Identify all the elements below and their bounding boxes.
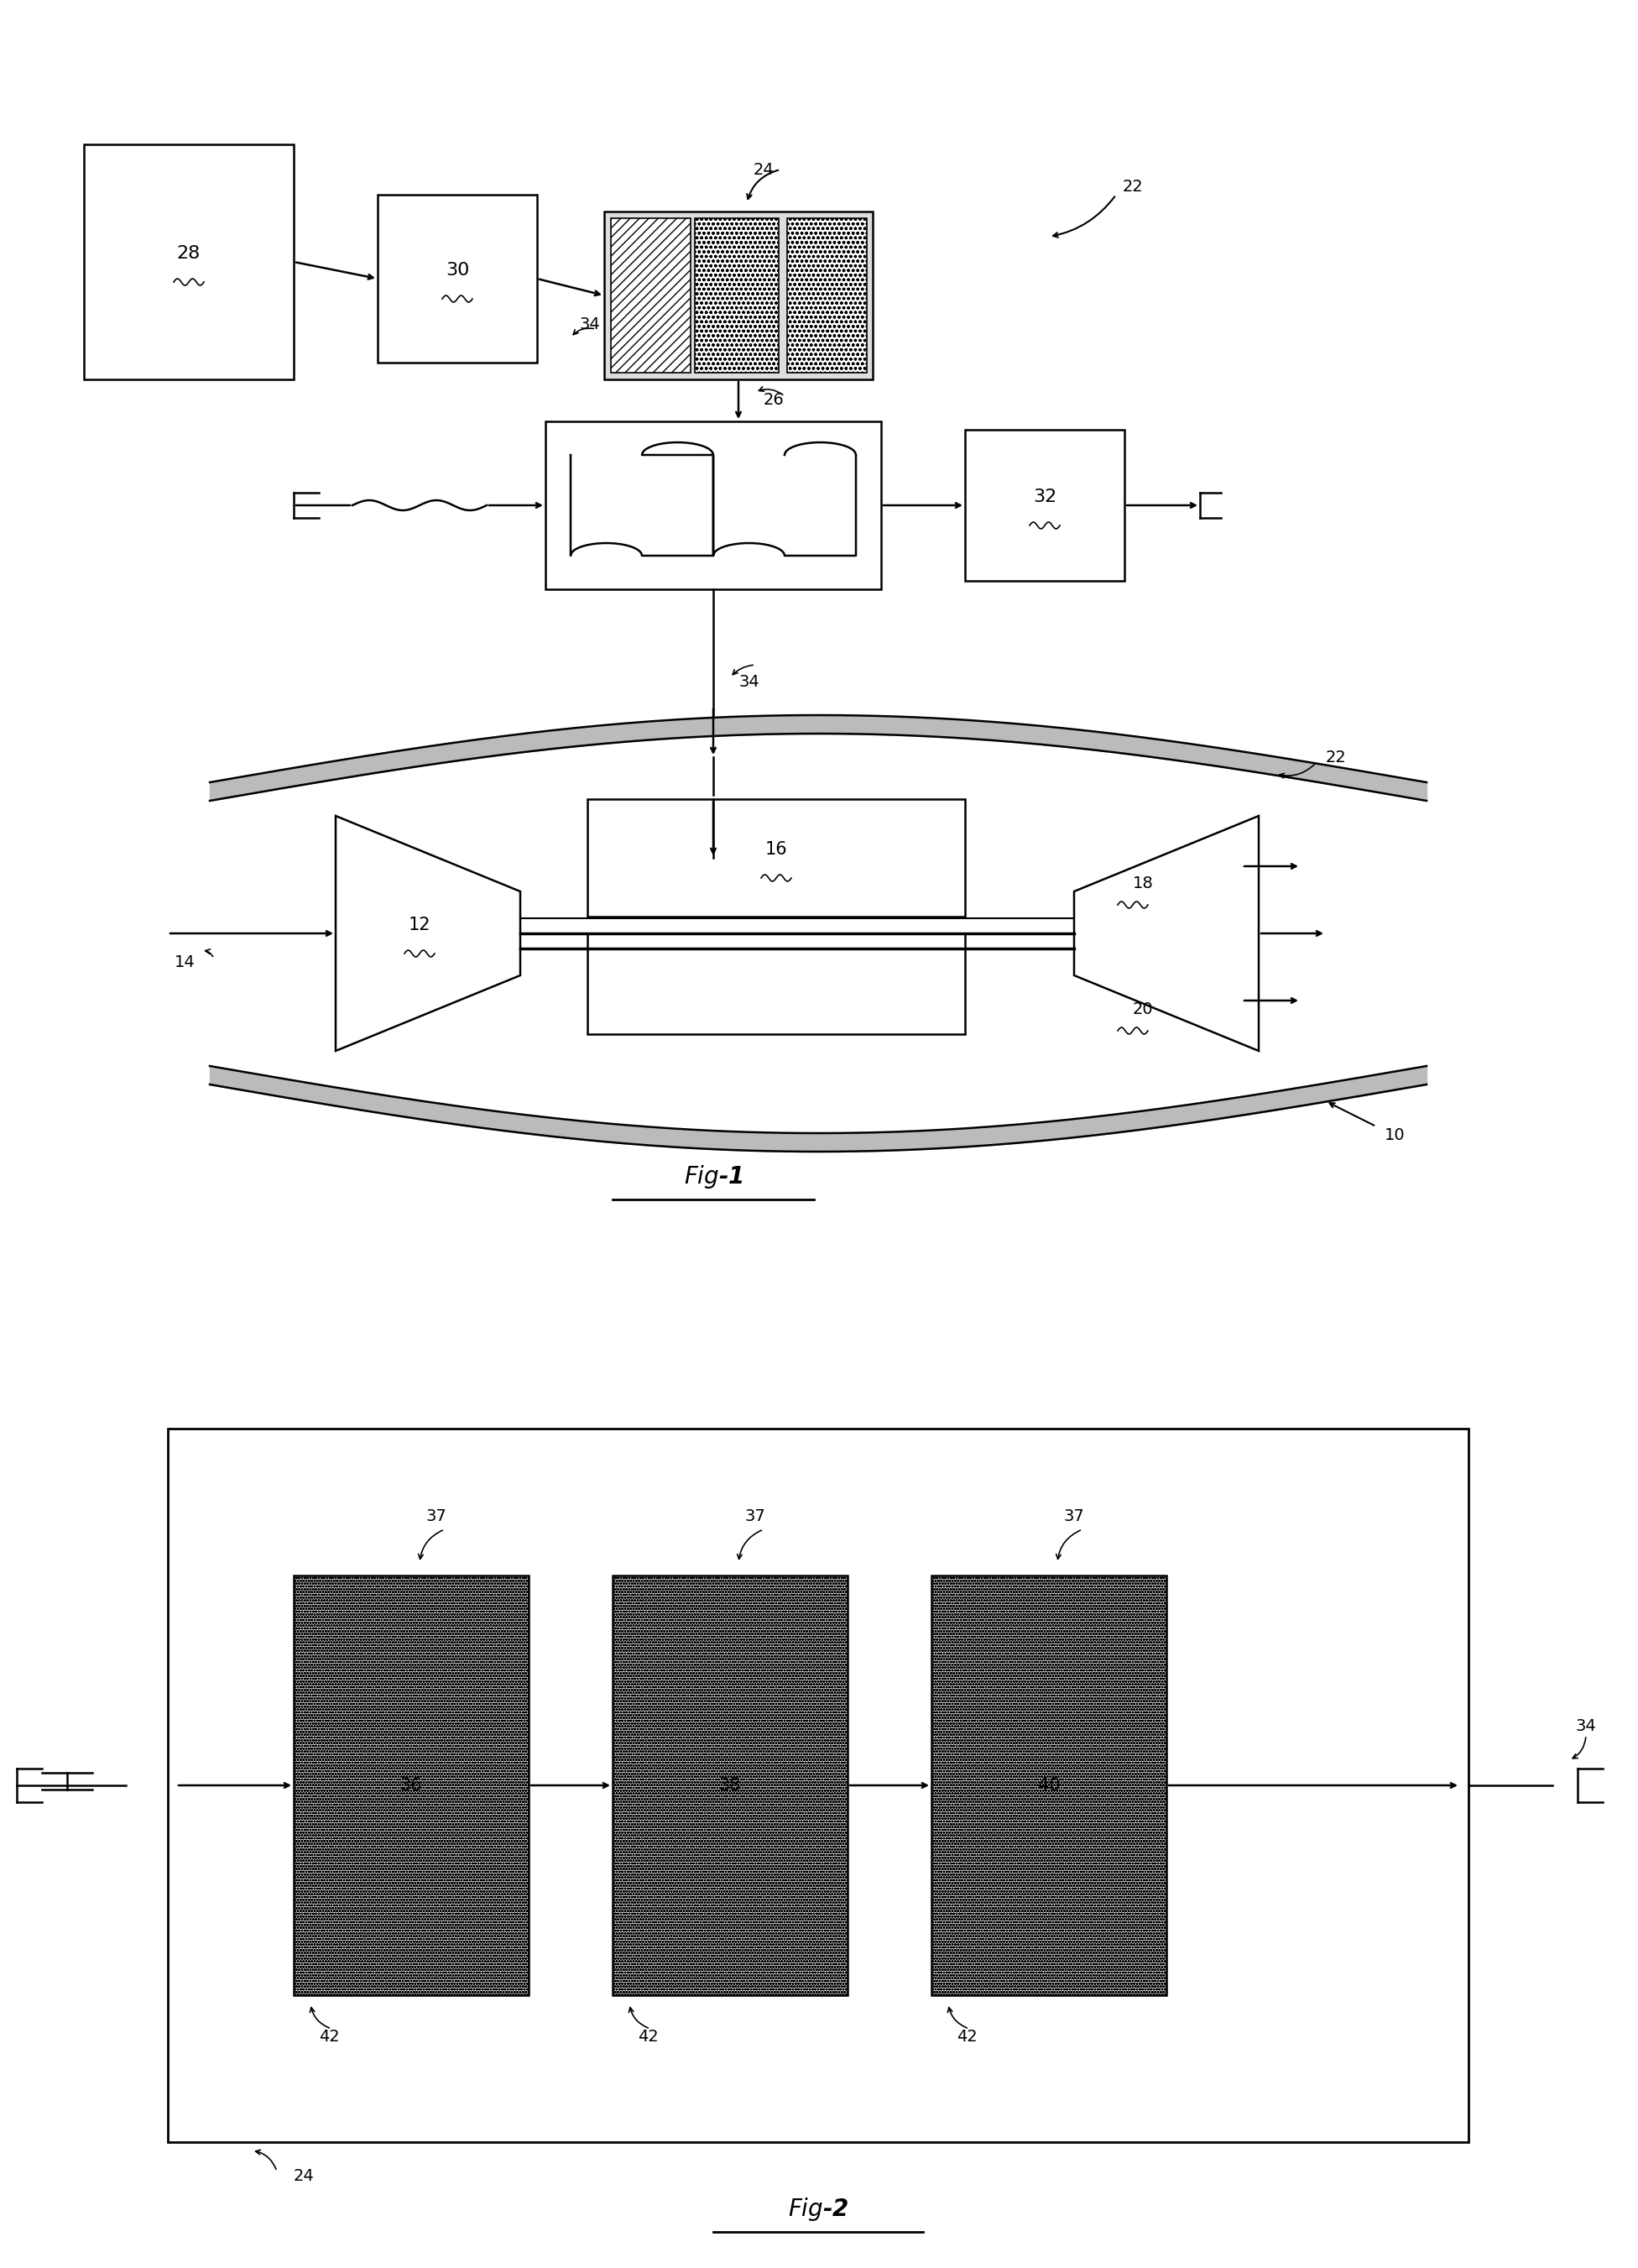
Bar xyxy=(695,218,778,372)
FancyBboxPatch shape xyxy=(545,422,881,590)
Text: 26: 26 xyxy=(763,392,785,408)
Text: 14: 14 xyxy=(174,955,195,971)
Text: 30: 30 xyxy=(446,261,468,279)
Text: 22: 22 xyxy=(1122,179,1143,195)
Text: 32: 32 xyxy=(1034,488,1057,506)
Text: 16: 16 xyxy=(765,841,788,857)
Text: 10: 10 xyxy=(1384,1127,1405,1143)
Text: 24: 24 xyxy=(293,2168,314,2184)
Polygon shape xyxy=(1075,816,1258,1050)
Bar xyxy=(932,1576,1166,1996)
Text: 42: 42 xyxy=(319,2030,339,2046)
Bar xyxy=(788,218,867,372)
Text: 42: 42 xyxy=(957,2030,978,2046)
FancyBboxPatch shape xyxy=(167,1429,1469,2141)
Text: $\mathit{Fig}$-2: $\mathit{Fig}$-2 xyxy=(788,2195,848,2223)
Text: 38: 38 xyxy=(719,1776,740,1794)
Text: 40: 40 xyxy=(1038,1776,1060,1794)
Text: 20: 20 xyxy=(1133,1000,1153,1016)
Text: 34: 34 xyxy=(578,318,600,333)
FancyBboxPatch shape xyxy=(965,429,1124,581)
Text: 37: 37 xyxy=(1063,1508,1084,1524)
Text: 42: 42 xyxy=(637,2030,658,2046)
Text: 28: 28 xyxy=(177,245,201,261)
Text: $\mathit{Fig}$-1: $\mathit{Fig}$-1 xyxy=(683,1163,744,1191)
Text: 34: 34 xyxy=(739,674,758,689)
Bar xyxy=(293,1576,529,1996)
Text: 37: 37 xyxy=(745,1508,765,1524)
Text: 36: 36 xyxy=(400,1776,423,1794)
Bar xyxy=(613,1576,847,1996)
FancyBboxPatch shape xyxy=(84,145,293,379)
FancyBboxPatch shape xyxy=(604,211,873,379)
Text: 24: 24 xyxy=(753,161,775,177)
FancyBboxPatch shape xyxy=(588,934,965,1034)
FancyBboxPatch shape xyxy=(378,195,537,363)
Bar xyxy=(611,218,691,372)
FancyBboxPatch shape xyxy=(588,798,965,916)
Text: 12: 12 xyxy=(408,916,431,934)
Text: 37: 37 xyxy=(426,1508,447,1524)
Polygon shape xyxy=(336,816,521,1050)
Text: 22: 22 xyxy=(1325,748,1346,764)
Text: 18: 18 xyxy=(1133,875,1153,891)
Text: 34: 34 xyxy=(1576,1719,1597,1735)
